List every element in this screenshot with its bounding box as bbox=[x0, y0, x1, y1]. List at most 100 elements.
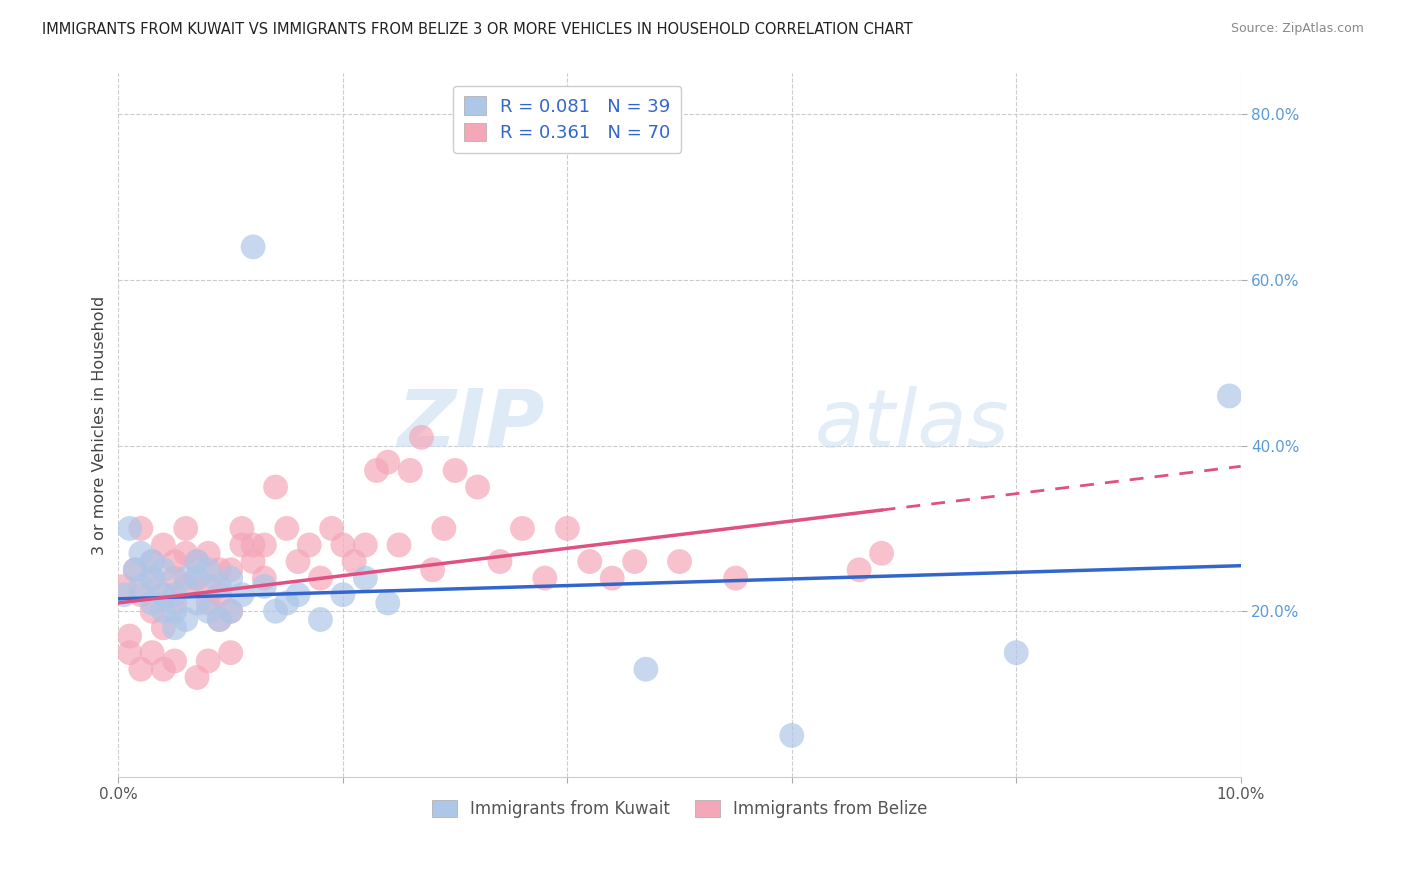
Point bbox=[163, 604, 186, 618]
Point bbox=[163, 596, 186, 610]
Point bbox=[231, 521, 253, 535]
Point bbox=[141, 571, 163, 585]
Point bbox=[163, 571, 186, 585]
Point bbox=[124, 563, 146, 577]
Point bbox=[152, 604, 174, 618]
Point bbox=[600, 571, 623, 585]
Point bbox=[129, 662, 152, 676]
Point bbox=[141, 571, 163, 585]
Point bbox=[388, 538, 411, 552]
Point bbox=[366, 463, 388, 477]
Point bbox=[141, 604, 163, 618]
Point bbox=[208, 563, 231, 577]
Point bbox=[264, 604, 287, 618]
Point bbox=[129, 546, 152, 560]
Point bbox=[219, 571, 242, 585]
Point bbox=[623, 555, 645, 569]
Point bbox=[163, 588, 186, 602]
Point bbox=[163, 654, 186, 668]
Point bbox=[174, 546, 197, 560]
Y-axis label: 3 or more Vehicles in Household: 3 or more Vehicles in Household bbox=[93, 295, 107, 555]
Point bbox=[174, 613, 197, 627]
Point bbox=[276, 596, 298, 610]
Point bbox=[129, 579, 152, 593]
Point bbox=[724, 571, 747, 585]
Point bbox=[276, 521, 298, 535]
Point bbox=[208, 613, 231, 627]
Point bbox=[208, 613, 231, 627]
Point bbox=[174, 579, 197, 593]
Point bbox=[399, 463, 422, 477]
Point bbox=[129, 521, 152, 535]
Point bbox=[208, 579, 231, 593]
Point bbox=[197, 546, 219, 560]
Point bbox=[141, 646, 163, 660]
Text: Source: ZipAtlas.com: Source: ZipAtlas.com bbox=[1230, 22, 1364, 36]
Point bbox=[332, 588, 354, 602]
Point bbox=[634, 662, 657, 676]
Point bbox=[870, 546, 893, 560]
Point bbox=[197, 596, 219, 610]
Point bbox=[197, 579, 219, 593]
Point bbox=[112, 579, 135, 593]
Point bbox=[197, 563, 219, 577]
Point bbox=[197, 654, 219, 668]
Point bbox=[141, 596, 163, 610]
Point bbox=[534, 571, 557, 585]
Point bbox=[422, 563, 444, 577]
Point bbox=[186, 555, 208, 569]
Point bbox=[186, 571, 208, 585]
Point bbox=[118, 646, 141, 660]
Point bbox=[163, 621, 186, 635]
Text: IMMIGRANTS FROM KUWAIT VS IMMIGRANTS FROM BELIZE 3 OR MORE VEHICLES IN HOUSEHOLD: IMMIGRANTS FROM KUWAIT VS IMMIGRANTS FRO… bbox=[42, 22, 912, 37]
Point bbox=[444, 463, 467, 477]
Point bbox=[298, 538, 321, 552]
Text: ZIP: ZIP bbox=[398, 386, 546, 464]
Point bbox=[433, 521, 456, 535]
Point bbox=[1005, 646, 1028, 660]
Point bbox=[242, 538, 264, 552]
Point bbox=[1218, 389, 1240, 403]
Point bbox=[343, 555, 366, 569]
Point bbox=[152, 588, 174, 602]
Text: atlas: atlas bbox=[814, 386, 1010, 464]
Point bbox=[219, 563, 242, 577]
Point bbox=[354, 538, 377, 552]
Point bbox=[253, 579, 276, 593]
Point bbox=[219, 646, 242, 660]
Point bbox=[186, 596, 208, 610]
Point bbox=[112, 588, 135, 602]
Point bbox=[253, 571, 276, 585]
Point bbox=[152, 621, 174, 635]
Point bbox=[489, 555, 512, 569]
Point bbox=[163, 555, 186, 569]
Point bbox=[118, 521, 141, 535]
Point bbox=[152, 588, 174, 602]
Point bbox=[377, 455, 399, 469]
Point bbox=[512, 521, 534, 535]
Point bbox=[264, 480, 287, 494]
Point bbox=[780, 729, 803, 743]
Point bbox=[231, 588, 253, 602]
Point bbox=[124, 563, 146, 577]
Point bbox=[186, 671, 208, 685]
Point bbox=[578, 555, 600, 569]
Point bbox=[186, 571, 208, 585]
Point bbox=[231, 538, 253, 552]
Point bbox=[309, 571, 332, 585]
Point bbox=[141, 555, 163, 569]
Point bbox=[467, 480, 489, 494]
Point bbox=[174, 521, 197, 535]
Point bbox=[197, 604, 219, 618]
Point bbox=[219, 604, 242, 618]
Point bbox=[141, 555, 163, 569]
Point bbox=[253, 538, 276, 552]
Point bbox=[321, 521, 343, 535]
Point bbox=[287, 555, 309, 569]
Point bbox=[287, 588, 309, 602]
Point bbox=[354, 571, 377, 585]
Point bbox=[152, 662, 174, 676]
Point bbox=[242, 555, 264, 569]
Point bbox=[332, 538, 354, 552]
Point bbox=[411, 430, 433, 444]
